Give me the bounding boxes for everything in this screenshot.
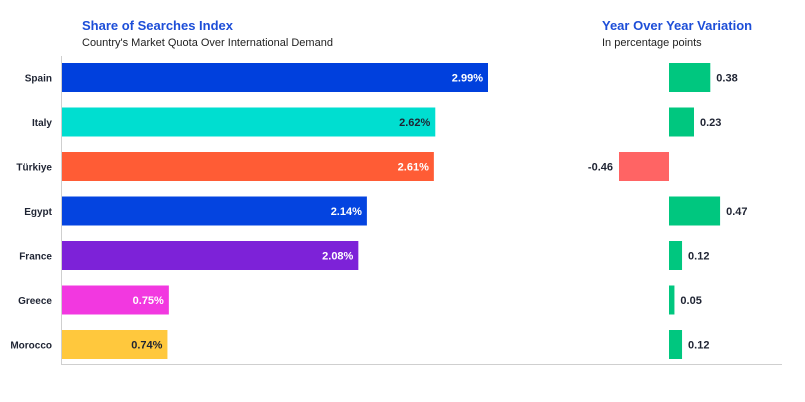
variation-value-label-egypt: 0.47 xyxy=(726,206,747,218)
variation-bar-egypt xyxy=(669,196,721,226)
category-label-egypt: Egypt xyxy=(24,207,52,218)
variation-value-label-morocco: 0.12 xyxy=(688,340,709,352)
share-value-label-greece: 0.75% xyxy=(133,295,164,307)
variation-value-label-spain: 0.38 xyxy=(716,73,737,85)
category-label-morocco: Morocco xyxy=(10,341,52,352)
share-bar-egypt xyxy=(62,196,367,226)
variation-value-label-italy: 0.23 xyxy=(700,117,721,129)
share-value-label-france: 2.08% xyxy=(322,251,353,263)
variation-bar-trkiye xyxy=(619,152,669,181)
variation-bar-spain xyxy=(669,63,711,92)
variation-value-label-trkiye: -0.46 xyxy=(588,162,613,174)
left-chart-subtitle: Country's Market Quota Over Internationa… xyxy=(82,37,333,49)
left-chart-title: Share of Searches Index xyxy=(82,18,234,33)
category-label-italy: Italy xyxy=(32,118,52,129)
variation-value-label-greece: 0.05 xyxy=(680,295,701,307)
category-label-greece: Greece xyxy=(18,296,52,307)
share-value-label-egypt: 2.14% xyxy=(331,206,362,218)
category-label-spain: Spain xyxy=(25,74,52,85)
right-chart-subtitle: In percentage points xyxy=(602,37,702,49)
share-value-label-italy: 2.62% xyxy=(399,117,430,129)
variation-bar-italy xyxy=(669,107,694,137)
category-label-france: France xyxy=(19,252,52,263)
share-value-label-trkiye: 2.61% xyxy=(398,162,429,174)
share-value-label-spain: 2.99% xyxy=(452,73,483,85)
share-bar-greece xyxy=(62,285,169,315)
variation-bar-greece xyxy=(669,285,675,315)
right-chart-title: Year Over Year Variation xyxy=(602,18,752,33)
share-value-label-morocco: 0.74% xyxy=(131,340,162,352)
share-bar-italy xyxy=(62,107,436,137)
category-label-trkiye: Türkiye xyxy=(16,163,52,174)
share-bar-spain xyxy=(62,63,488,92)
share-bar-morocco xyxy=(62,330,168,359)
share-bar-trkiye xyxy=(62,152,434,181)
variation-value-label-france: 0.12 xyxy=(688,251,709,263)
variation-bar-france xyxy=(669,241,683,270)
variation-bar-morocco xyxy=(669,330,683,359)
share-bar-france xyxy=(62,241,359,270)
